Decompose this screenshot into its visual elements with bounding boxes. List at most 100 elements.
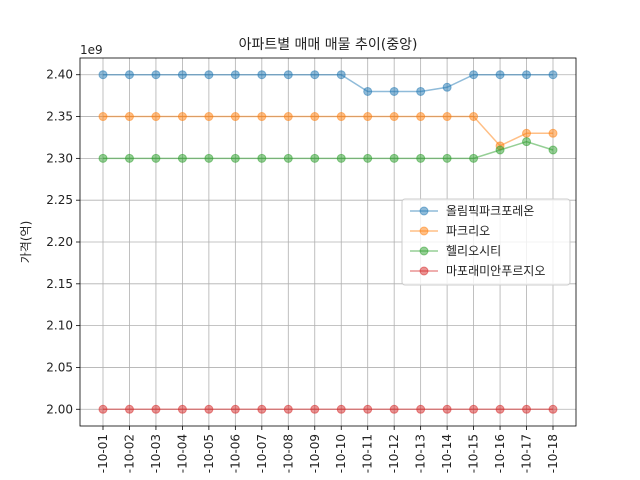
- data-point: [363, 404, 373, 414]
- data-point: [230, 404, 240, 414]
- data-point: [416, 153, 426, 163]
- data-point: [363, 86, 373, 96]
- data-point: [495, 145, 505, 155]
- series-line: [103, 140, 554, 160]
- data-point: [363, 153, 373, 163]
- x-tick-label: -10-06: [228, 434, 242, 473]
- series-line: [103, 115, 553, 147]
- series-3: [98, 404, 558, 414]
- data-point: [336, 153, 346, 163]
- x-tick-label: -10-03: [149, 434, 163, 473]
- series-line: [103, 73, 553, 93]
- data-point: [230, 70, 240, 80]
- y-tick-label: 2.30: [46, 151, 73, 165]
- data-point: [336, 70, 346, 80]
- legend-entry: 마포래미안푸르지오: [410, 264, 545, 278]
- data-point: [124, 112, 134, 122]
- y-tick-label: 2.20: [46, 235, 73, 249]
- data-point: [469, 153, 479, 163]
- data-point: [283, 404, 293, 414]
- data-point: [204, 404, 214, 414]
- data-point: [124, 70, 134, 80]
- data-point: [548, 70, 558, 80]
- data-point: [177, 112, 187, 122]
- data-point: [522, 404, 532, 414]
- x-tick-label: -10-17: [520, 434, 534, 473]
- data-point: [389, 153, 399, 163]
- data-point: [469, 112, 479, 122]
- x-tick-label: -10-07: [255, 434, 269, 473]
- legend-marker: [419, 206, 429, 216]
- x-tick-label: -10-10: [334, 434, 348, 473]
- data-point: [151, 70, 161, 80]
- data-point: [336, 112, 346, 122]
- legend-marker: [419, 266, 429, 276]
- legend-box: [401, 198, 571, 286]
- data-point: [416, 112, 426, 122]
- data-point: [336, 404, 346, 414]
- y-tick-label: 2.35: [46, 110, 73, 124]
- legend-label: 마포래미안푸르지오: [446, 264, 545, 278]
- data-point: [310, 112, 320, 122]
- legend-marker: [419, 226, 429, 236]
- data-point: [151, 153, 161, 163]
- data-point: [310, 153, 320, 163]
- x-tick-label: -10-08: [281, 434, 295, 473]
- series-2: [98, 137, 558, 163]
- y-offset-label: 1e9: [80, 43, 103, 57]
- x-tick-label: -10-09: [308, 434, 322, 473]
- data-point: [548, 404, 558, 414]
- legend-label: 헬리오시티: [446, 244, 501, 258]
- data-point: [548, 128, 558, 138]
- data-point: [283, 153, 293, 163]
- data-point: [310, 70, 320, 80]
- data-point: [310, 404, 320, 414]
- data-point: [442, 112, 452, 122]
- x-tick-label: -10-14: [440, 434, 454, 473]
- x-tick-label: -10-18: [546, 434, 560, 473]
- y-tick-label: 2.00: [46, 402, 73, 416]
- data-point: [98, 70, 108, 80]
- x-tick-label: -10-12: [387, 434, 401, 473]
- data-point: [442, 404, 452, 414]
- data-point: [98, 112, 108, 122]
- legend-label: 파크리오: [446, 224, 490, 238]
- x-tick-label: -10-01: [96, 434, 110, 473]
- legend-marker: [419, 246, 429, 256]
- data-point: [230, 153, 240, 163]
- y-axis-label: 가격(억): [19, 221, 33, 263]
- y-tick-label: 2.15: [46, 277, 73, 291]
- data-point: [522, 137, 532, 147]
- data-point: [522, 70, 532, 80]
- data-point: [257, 112, 267, 122]
- data-point: [230, 112, 240, 122]
- data-point: [124, 153, 134, 163]
- legend-label: 올림픽파크포레온: [446, 204, 534, 218]
- data-point: [98, 404, 108, 414]
- plot-frame: [79, 57, 577, 427]
- data-point: [389, 404, 399, 414]
- data-point: [363, 112, 373, 122]
- data-point: [548, 145, 558, 155]
- data-point: [469, 70, 479, 80]
- data-point: [522, 128, 532, 138]
- data-point: [177, 153, 187, 163]
- data-point: [442, 153, 452, 163]
- legend-entry: 올림픽파크포레온: [410, 204, 534, 218]
- legend-entry: 파크리오: [410, 224, 490, 238]
- y-tick-label: 2.25: [46, 193, 73, 207]
- data-point: [151, 112, 161, 122]
- x-tick-label: -10-02: [122, 434, 136, 473]
- series-group: [98, 70, 558, 414]
- data-point: [204, 112, 214, 122]
- data-point: [177, 70, 187, 80]
- data-point: [257, 70, 267, 80]
- data-point: [469, 404, 479, 414]
- data-point: [283, 112, 293, 122]
- data-point: [124, 404, 134, 414]
- data-point: [442, 82, 452, 92]
- data-point: [204, 153, 214, 163]
- y-tick-label: 2.40: [46, 68, 73, 82]
- data-point: [151, 404, 161, 414]
